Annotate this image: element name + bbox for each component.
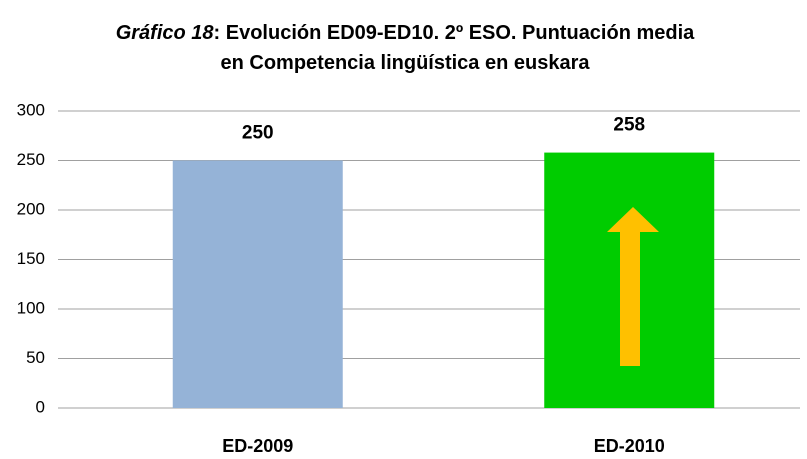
y-tick-label: 50 xyxy=(26,348,45,367)
bar xyxy=(172,160,343,408)
chart-title: Gráfico 18: Evolución ED09-ED10. 2º ESO.… xyxy=(110,18,700,78)
y-tick-label: 200 xyxy=(17,199,45,218)
data-label: 258 xyxy=(613,115,645,136)
title-italic: Gráfico 18 xyxy=(115,22,214,44)
x-tick-label: ED-2010 xyxy=(594,436,665,456)
y-tick-label: 0 xyxy=(36,397,45,416)
y-tick-label: 100 xyxy=(17,298,45,317)
y-tick-label: 150 xyxy=(17,249,45,268)
data-label: 250 xyxy=(242,123,274,144)
y-tick-label: 300 xyxy=(17,100,45,119)
title-text: : Evolución ED09-ED10. 2º ESO. Puntuació… xyxy=(213,22,695,74)
arrow-up xyxy=(607,207,659,366)
x-tick-label: ED-2009 xyxy=(222,436,293,456)
y-tick-label: 250 xyxy=(17,150,45,169)
